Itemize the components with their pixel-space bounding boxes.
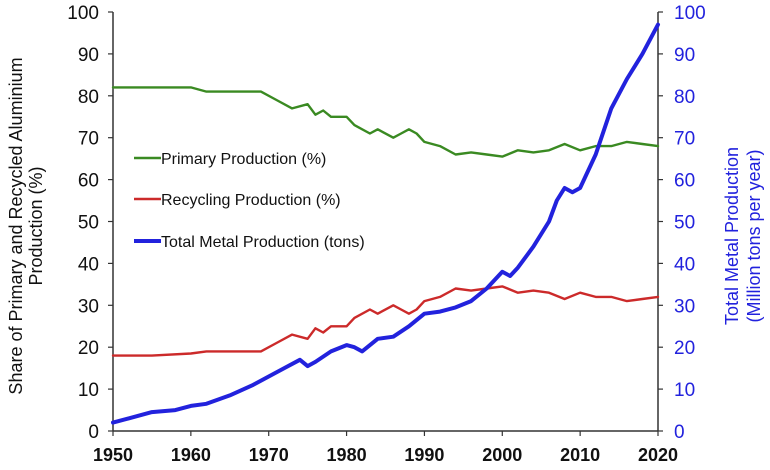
right-tick-label: 20	[674, 338, 695, 359]
left-tick-label: 0	[88, 422, 99, 443]
axes	[112, 12, 659, 432]
right-tick-label: 60	[674, 171, 695, 192]
right-tick-label: 0	[674, 422, 685, 443]
left-tick-label: 30	[78, 296, 99, 317]
series-line-2	[111, 22, 660, 425]
series-line-1	[111, 285, 660, 357]
legend-label: Primary Production (%)	[161, 151, 326, 168]
right-tick-label: 80	[674, 87, 695, 108]
y-axis-title-left: Share of Primary and Recycled Aluminium	[6, 57, 26, 394]
right-tick-label: 50	[674, 213, 695, 234]
left-tick-label: 80	[78, 87, 99, 108]
x-tick-label: 1960	[171, 445, 211, 465]
legend-label: Total Metal Production (tons)	[161, 234, 365, 251]
x-tick-label: 1980	[327, 445, 367, 465]
left-tick-label: 90	[78, 45, 99, 66]
left-tick-label: 20	[78, 338, 99, 359]
right-tick-label: 70	[674, 129, 695, 150]
left-tick-label: 100	[67, 3, 99, 24]
right-tick-label: 90	[674, 45, 695, 66]
y-axis-title-right-line2: (Million tons per year)	[744, 149, 764, 322]
x-tick-label: 1950	[93, 445, 133, 465]
right-tick-label: 40	[674, 254, 695, 275]
x-tick-label: 2010	[560, 445, 600, 465]
series-lines	[111, 22, 660, 425]
x-tick-label: 2020	[638, 445, 678, 465]
legend: Primary Production (%) Recycling Producti…	[134, 151, 365, 251]
left-tick-label: 50	[78, 213, 99, 234]
right-tick-label: 10	[674, 380, 695, 401]
left-tick-label: 60	[78, 171, 99, 192]
left-tick-label: 40	[78, 254, 99, 275]
series-line-0	[111, 86, 660, 158]
left-tick-label: 10	[78, 380, 99, 401]
y-axis-title-left-line2: Production (%)	[26, 166, 46, 285]
legend-label: Recycling Production (%)	[161, 192, 341, 209]
x-tick-label: 2000	[482, 445, 522, 465]
right-tick-label: 30	[674, 296, 695, 317]
x-tick-label: 1970	[249, 445, 289, 465]
x-tick-label: 1990	[404, 445, 444, 465]
y-axis-title-right: Total Metal Production	[722, 147, 742, 325]
ticks: 0 10 20 30 40 50 60 70 80 90 100 0 10 20 30 40 50 60 70 80 9…	[67, 3, 705, 465]
left-tick-label: 70	[78, 129, 99, 150]
right-tick-label: 100	[674, 3, 706, 24]
